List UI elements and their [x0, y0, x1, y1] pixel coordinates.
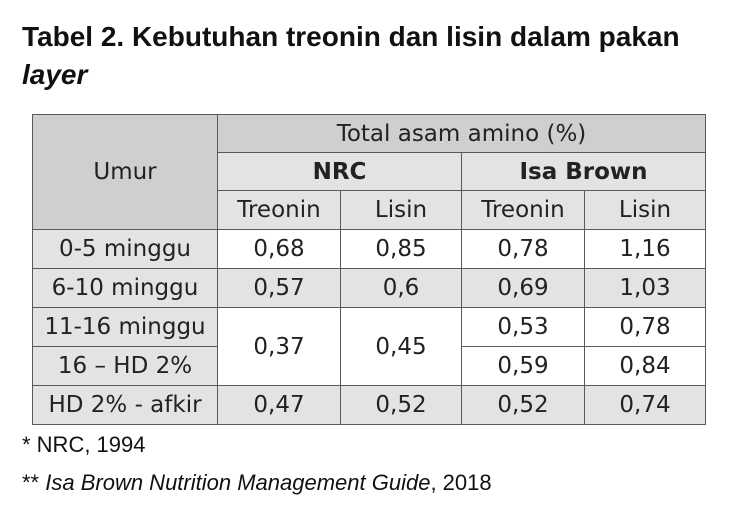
cell-nrc-treonin: 0,68: [217, 229, 341, 269]
footnote-year: , 2018: [430, 470, 492, 495]
cell-isa-treonin: 0,78: [461, 229, 585, 269]
header-umur: Umur: [32, 114, 218, 230]
cell-isa-treonin: 0,52: [461, 385, 585, 425]
header-isa-lisin: Lisin: [584, 190, 706, 230]
table-row: 11-16 minggu 0,37 0,45 0,53 0,78: [32, 307, 706, 386]
header-total-asam-amino: Total asam amino (%): [217, 114, 706, 153]
header-nrc: NRC: [217, 152, 462, 191]
table-row: 16 – HD 2% 0,59 0,84: [32, 346, 706, 386]
table-row: 6-10 minggu 0,57 0,6 0,69 1,03: [32, 268, 706, 308]
cell-nrc-treonin: 0,57: [217, 268, 341, 308]
cell-nrc-lisin: 0,52: [340, 385, 462, 425]
cell-nrc-lisin: 0,85: [340, 229, 462, 269]
cell-nrc-lisin: 0,45: [340, 307, 462, 386]
cell-umur: 6-10 minggu: [32, 268, 218, 308]
cell-isa-lisin: 1,03: [584, 268, 706, 308]
cell-nrc-treonin: 0,47: [217, 385, 341, 425]
cell-isa-treonin: 0,59: [461, 346, 585, 386]
header-nrc-lisin: Lisin: [340, 190, 462, 230]
amino-acid-table: Umur Total asam amino (%) NRC Isa Brown …: [32, 114, 706, 425]
header-isa-brown: Isa Brown: [461, 152, 706, 191]
title-line-2: layer: [22, 59, 88, 90]
cell-isa-lisin: 1,16: [584, 229, 706, 269]
table-title: Tabel 2. Kebutuhan treonin dan lisin dal…: [22, 18, 737, 94]
cell-umur: HD 2% - afkir: [32, 385, 218, 425]
footnote-isa-brown: ** Isa Brown Nutrition Management Guide,…: [22, 470, 492, 496]
footnote-nrc: * NRC, 1994: [22, 432, 146, 457]
cell-umur: 0-5 minggu: [32, 229, 218, 269]
header-nrc-treonin: Treonin: [217, 190, 341, 230]
cell-umur: 11-16 minggu: [32, 307, 218, 347]
cell-isa-treonin: 0,69: [461, 268, 585, 308]
cell-isa-treonin: 0,53: [461, 307, 585, 347]
cell-nrc-lisin: 0,6: [340, 268, 462, 308]
header-isa-treonin: Treonin: [461, 190, 585, 230]
cell-umur: 16 – HD 2%: [32, 346, 218, 386]
cell-isa-lisin: 0,74: [584, 385, 706, 425]
title-line-1: Tabel 2. Kebutuhan treonin dan lisin dal…: [22, 21, 680, 52]
cell-nrc-treonin: 0,37: [217, 307, 341, 386]
footnote-prefix: **: [22, 470, 46, 495]
table-row: 0-5 minggu 0,68 0,85 0,78 1,16: [32, 229, 706, 269]
cell-isa-lisin: 0,84: [584, 346, 706, 386]
cell-isa-lisin: 0,78: [584, 307, 706, 347]
table-row: HD 2% - afkir 0,47 0,52 0,52 0,74: [32, 385, 706, 425]
footnote-guide-title: Isa Brown Nutrition Management Guide: [45, 470, 431, 495]
